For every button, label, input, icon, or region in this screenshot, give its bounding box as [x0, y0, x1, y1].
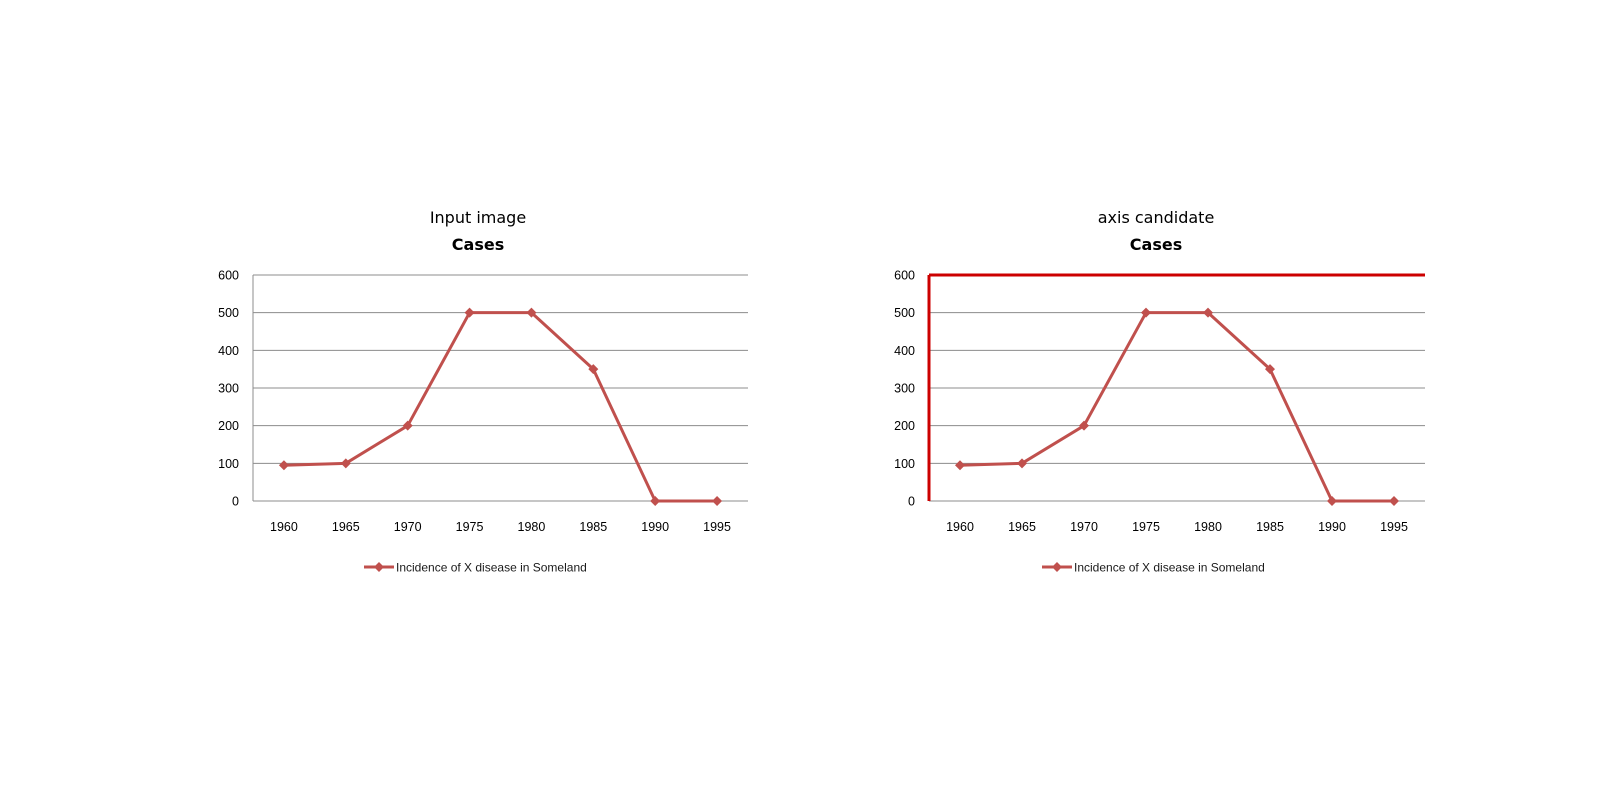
y-tick-label: 200 — [218, 419, 239, 433]
y-tick-label: 500 — [218, 306, 239, 320]
data-point-marker — [402, 420, 413, 431]
data-point-marker — [1265, 364, 1275, 375]
data-point-marker — [588, 364, 599, 375]
y-tick-label: 200 — [894, 419, 915, 433]
data-point-marker — [1389, 496, 1399, 506]
x-tick-label: 1965 — [1008, 520, 1036, 534]
legend-marker — [1052, 562, 1062, 572]
data-point-marker — [650, 496, 661, 506]
series-line — [283, 311, 718, 503]
x-tick-label: 1995 — [703, 520, 731, 534]
legend-label: Incidence of X disease in Someland — [1074, 561, 1265, 575]
data-point-marker — [1203, 307, 1213, 318]
panel-heading: axis candidate — [1098, 208, 1215, 227]
x-tick-label: 1975 — [1132, 520, 1160, 534]
x-tick-label: 1960 — [270, 520, 298, 534]
y-tick-label: 100 — [894, 457, 915, 471]
y-tick-label: 400 — [894, 344, 915, 358]
legend-label: Incidence of X disease in Someland — [396, 561, 587, 575]
data-point-marker — [955, 460, 965, 471]
data-point-marker — [526, 307, 537, 318]
data-point-marker — [340, 458, 351, 469]
chart-title: Cases — [1130, 235, 1182, 254]
x-tick-label: 1985 — [579, 520, 607, 534]
panel-heading: Input image — [430, 208, 526, 227]
x-tick-label: 1975 — [456, 520, 484, 534]
x-tick-label: 1995 — [1380, 520, 1408, 534]
y-tick-label: 300 — [894, 382, 915, 396]
data-point-marker — [1327, 496, 1337, 506]
chart-panel-1: Input image Cases 0 100 200 300 400 500 600 1960 1… — [218, 208, 748, 575]
y-tick-label: 600 — [894, 269, 915, 283]
data-point-marker — [1017, 458, 1027, 469]
x-tick-label: 1990 — [641, 520, 669, 534]
legend-marker — [374, 562, 384, 572]
y-tick-label: 400 — [218, 344, 239, 358]
y-tick-label: 500 — [894, 306, 915, 320]
data-point-marker — [1079, 420, 1089, 431]
x-tick-label: 1985 — [1256, 520, 1284, 534]
chart-title: Cases — [452, 235, 504, 254]
data-point-marker — [278, 460, 289, 471]
chart-panel-2: axis candidate Cases 0 100 200 300 400 500 600 19… — [894, 208, 1425, 575]
x-tick-label: 1965 — [332, 520, 360, 534]
data-point-marker — [464, 307, 475, 318]
series-line — [959, 311, 1394, 503]
x-tick-label: 1990 — [1318, 520, 1346, 534]
y-tick-label: 0 — [232, 495, 239, 509]
x-tick-label: 1970 — [394, 520, 422, 534]
x-tick-label: 1980 — [1194, 520, 1222, 534]
y-tick-label: 300 — [218, 382, 239, 396]
data-point-marker — [1141, 307, 1151, 318]
x-tick-label: 1980 — [518, 520, 546, 534]
data-point-marker — [712, 496, 723, 506]
x-tick-label: 1970 — [1070, 520, 1098, 534]
y-tick-label: 0 — [908, 495, 915, 509]
y-tick-label: 100 — [218, 457, 239, 471]
x-tick-label: 1960 — [946, 520, 974, 534]
y-tick-label: 600 — [218, 269, 239, 283]
